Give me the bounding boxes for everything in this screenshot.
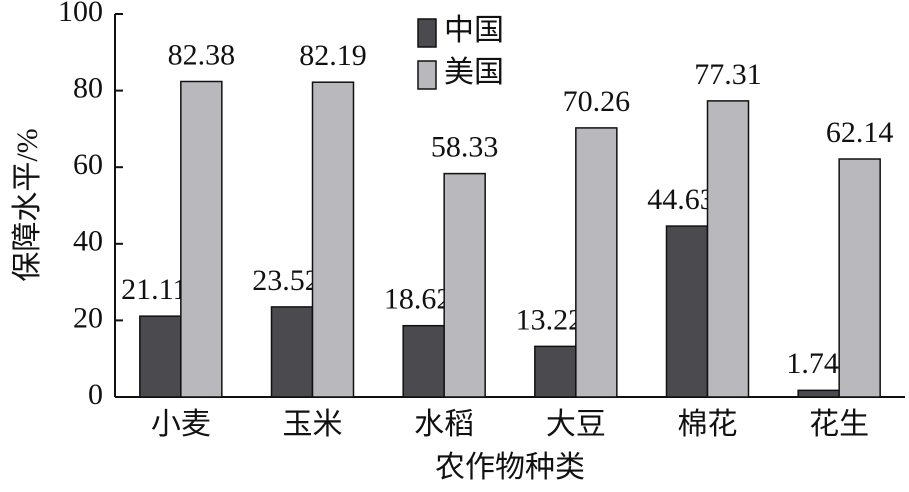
y-tick-label: 100 — [58, 0, 103, 28]
legend-label: 中国 — [444, 14, 504, 47]
data-label: 44.63 — [647, 183, 715, 216]
y-tick-label: 40 — [73, 225, 103, 258]
x-tick-label: 水稻 — [414, 408, 474, 441]
bar — [797, 389, 840, 398]
bar — [139, 315, 182, 398]
bar — [443, 172, 486, 398]
data-label: 18.62 — [384, 283, 452, 316]
bar — [270, 306, 314, 398]
x-tick-label: 大豆 — [546, 408, 606, 441]
y-tick-label: 0 — [88, 378, 103, 411]
x-tick-label: 花生 — [809, 408, 869, 441]
data-label: 58.33 — [431, 130, 499, 163]
data-label: 1.74 — [786, 347, 839, 380]
x-tick-label: 玉米 — [283, 408, 343, 441]
legend-swatch — [417, 18, 437, 48]
x-tick-label: 小麦 — [151, 408, 211, 441]
data-label: 77.31 — [694, 58, 762, 91]
data-label: 13.22 — [516, 303, 584, 336]
data-label: 70.26 — [563, 85, 631, 118]
bar — [311, 81, 355, 398]
bar — [534, 345, 577, 398]
x-axis-label: 农作物种类 — [435, 451, 585, 484]
x-tick-label: 棉花 — [678, 408, 738, 441]
data-label: 82.19 — [299, 39, 367, 72]
legend-swatch — [417, 60, 437, 90]
bar — [706, 100, 750, 398]
data-label: 21.11 — [121, 273, 187, 306]
y-tick-label: 60 — [73, 148, 103, 181]
bar — [402, 324, 445, 398]
data-label: 62.14 — [826, 116, 894, 149]
legend-label: 美国 — [444, 56, 504, 89]
y-axis-label: 保障水平/% — [11, 128, 44, 281]
data-label: 82.38 — [168, 38, 236, 71]
data-label: 23.52 — [252, 264, 320, 297]
bar — [575, 127, 618, 398]
bar — [665, 225, 709, 398]
y-tick-label: 20 — [73, 301, 103, 334]
y-tick-label: 80 — [73, 71, 103, 104]
bar — [180, 80, 223, 398]
bar — [838, 158, 881, 398]
